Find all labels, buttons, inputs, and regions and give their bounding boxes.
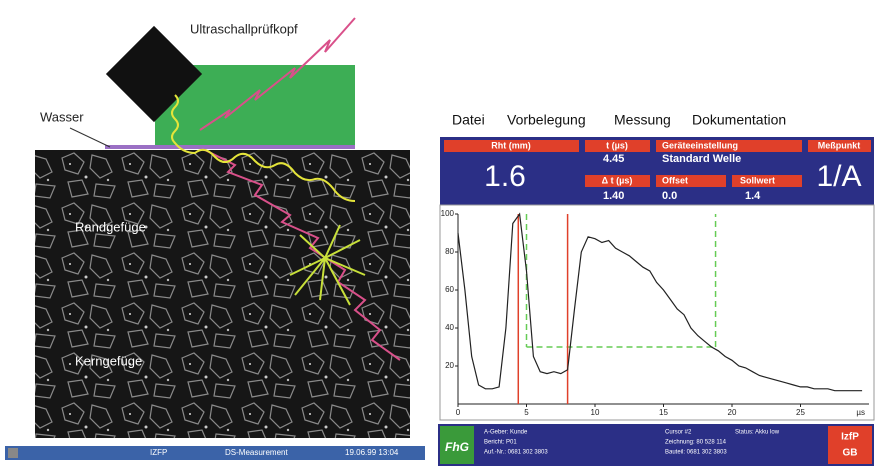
water-pointer <box>69 127 111 148</box>
setting-value: Standard Welle <box>662 153 741 165</box>
footer-field: Cursor #2 <box>665 430 692 436</box>
menu-item[interactable]: Vorbelegung <box>507 112 586 128</box>
y-tick-label: 80 <box>445 247 454 256</box>
chart-area <box>439 204 875 421</box>
menu-item[interactable]: Dokumentation <box>692 112 786 128</box>
offset-value: 0.0 <box>662 190 677 202</box>
logo-izfp <box>828 426 872 464</box>
rht-label: Rht (mm) <box>491 140 531 150</box>
transmitted-wave <box>204 149 401 361</box>
ultrasound-path <box>171 94 356 202</box>
status-time: 19.06.99 13:04 <box>345 448 399 457</box>
offset-label: Offset <box>662 175 688 185</box>
target-label: Sollwert <box>740 175 775 185</box>
reflected-wave <box>199 17 356 131</box>
menu-item[interactable]: Messung <box>614 112 671 128</box>
microstructure <box>35 150 410 438</box>
dt-value: 1.40 <box>603 190 624 202</box>
core-structure-label: Kerngefüge <box>75 353 142 368</box>
status-icon <box>8 448 18 458</box>
y-tick-label: 60 <box>445 285 454 294</box>
y-tick-label: 20 <box>445 361 454 370</box>
setting-label: Geräteeinstellung <box>662 140 738 150</box>
t-value: 4.45 <box>603 153 624 165</box>
point-value: 1/A <box>816 160 861 193</box>
water-layer <box>105 145 355 149</box>
chart: 20 40 60 80 100 0 5 10 15 20 25 µs <box>441 209 869 417</box>
scatter-rays <box>289 224 366 306</box>
status-bar <box>5 446 425 460</box>
footer-field: A-Geber: Kunde <box>484 430 528 436</box>
x-axis-unit: µs <box>856 408 865 417</box>
probe-label: Ultraschallprüfkopf <box>190 21 298 36</box>
footer-field: Bericht: P01 <box>484 440 517 446</box>
logo-izfp-text: IzfP <box>841 432 859 443</box>
footer-field: Status: Akku low <box>735 430 780 436</box>
logo-fhg-text: FhG <box>445 440 469 454</box>
footer-field: Zeichnung: 80 528 114 <box>665 440 727 446</box>
x-tick-label: 10 <box>591 408 600 417</box>
menu-item[interactable]: Datei <box>452 112 485 128</box>
t-label: t (µs) <box>606 140 628 150</box>
x-tick-label: 15 <box>659 408 668 417</box>
status-app: IZFP <box>150 448 167 457</box>
status-mode: DS-Measurement <box>225 448 288 457</box>
footer-field: Auf.-Nr.: 0681 302 3803 <box>484 450 548 456</box>
dt-label: Δ t (µs) <box>602 175 633 185</box>
edge-structure-label: Randgefüge <box>75 219 146 234</box>
x-tick-label: 20 <box>728 408 737 417</box>
logo-gb-text: GB <box>843 448 858 459</box>
x-tick-label: 0 <box>456 408 461 417</box>
water-label: Wasser <box>40 109 84 124</box>
x-tick-label: 5 <box>524 408 529 417</box>
target-value: 1.4 <box>745 190 761 202</box>
y-tick-label: 100 <box>441 209 455 218</box>
instrument-ui: Datei Vorbelegung Messung Dokumentation … <box>438 112 875 466</box>
point-label: Meßpunkt <box>818 140 861 150</box>
diagram: Ultraschallprüfkopf Wasser Randgefüge Ke… <box>5 17 425 460</box>
footer <box>438 424 874 466</box>
y-tick-label: 40 <box>445 323 454 332</box>
footer-field: Bauteil: 0681 302 3803 <box>665 450 727 456</box>
logo-fhg <box>440 426 474 464</box>
rht-value: 1.6 <box>484 160 526 193</box>
signal-line <box>457 212 863 392</box>
x-tick-label: 25 <box>796 408 805 417</box>
